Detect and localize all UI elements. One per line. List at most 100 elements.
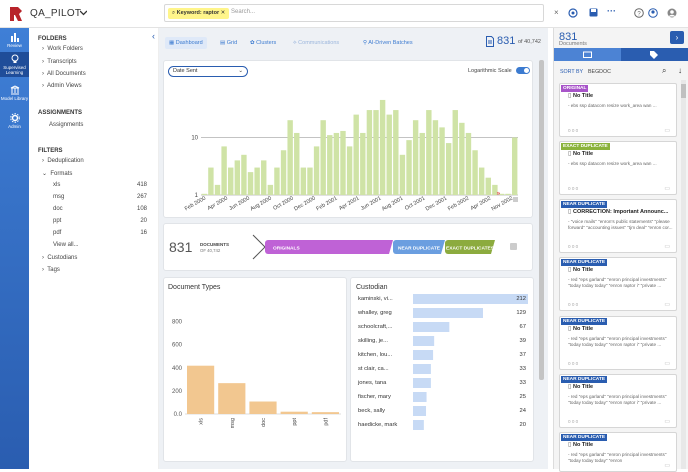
timeline-bar [360,132,366,195]
document-snippet: - red "eps garland" "enron principal inv… [568,336,667,347]
format-item[interactable]: xls [53,182,61,188]
expand-panel-button[interactable]: › [670,31,684,44]
date-field-select[interactable]: Date Sent ⌄ [168,66,248,77]
timeline-bar [261,160,267,195]
custodian-label: haedicke, mark [358,422,397,428]
document-card[interactable]: NEAR DUPLICATE ▯ No Title - red "eps gar… [559,316,677,370]
tab-ai-driven-batches[interactable]: ⚲ AI-Driven Batches [363,40,413,46]
custodian-value: 33 [520,380,526,386]
help-icon[interactable]: ? [634,8,644,18]
tab-grid[interactable]: ▤ Grid [220,40,238,46]
document-card[interactable]: NEAR DUPLICATE ▯ No Title - red "eps gar… [559,257,677,311]
rail-review[interactable]: Review [0,32,29,48]
user-icon[interactable] [648,8,658,18]
dedup-segment-label: NEAR DUPLICATE [398,245,441,251]
y-tick-label: 600 [172,343,183,349]
assignments-link[interactable]: Assignments [49,122,84,128]
comment-icon[interactable]: ▭ [664,361,670,367]
tree-item-all-documents[interactable]: › All Documents [42,71,86,77]
chevron-down-icon[interactable] [80,10,87,16]
y-tick-label: 800 [172,320,183,326]
tab-list-view[interactable] [554,48,621,61]
custodian-value: 212 [516,296,526,302]
tree-item-transcripts[interactable]: › Transcripts [42,59,77,65]
filter-tags[interactable]: › Tags [42,267,60,273]
toggle-knob [524,68,529,73]
document-title: No Title [573,151,594,157]
comment-icon[interactable]: ▭ [664,244,670,250]
dedup-badge: ORIGINAL [561,85,589,92]
tree-item-work-folders[interactable]: › Work Folders [42,46,83,52]
document-snippet: - red "eps garland" "enron principal inv… [568,394,667,405]
clear-search-icon[interactable]: × [554,8,559,17]
more-icon[interactable]: ··· [607,6,616,16]
account-icon[interactable] [667,8,677,18]
document-icon: ▯ [568,384,572,390]
comment-icon[interactable]: ▭ [664,302,670,308]
format-item[interactable]: pdf [53,230,62,236]
document-snippet: - red "eps garland" "enron principal inv… [568,277,667,288]
search-icon[interactable]: ⌕ [662,66,667,75]
dedup-bar[interactable]: ORIGINALS NEAR DUPLICATE EXACT DUPLICATES [265,240,495,254]
timeline-bar [254,167,260,195]
tab-tags[interactable] [621,48,688,61]
custodian-bar [413,364,431,374]
document-card[interactable]: ORIGINAL ▯ No Title - ebs ssp datacom re… [559,83,677,137]
custodian-chart[interactable]: kaminski, vi... 212 whalley, greg 129 school… [350,290,534,440]
filter-deduplication[interactable]: › Deduplication [42,158,84,164]
timeline-bar [320,120,326,195]
timeline-expand-icon [513,197,518,202]
document-title: No Title [573,442,594,448]
tree-item-admin-views[interactable]: › Admin Views [42,83,82,89]
expand-icon[interactable] [510,243,517,250]
target-icon[interactable] [568,8,578,18]
main-scrollbar[interactable] [539,60,544,380]
timeline-bar [346,146,353,195]
comment-icon[interactable]: ▭ [664,128,670,134]
dedup-segment [445,240,495,254]
format-item[interactable]: msg [53,194,65,200]
document-card[interactable]: EXACT DUPLICATE ▯ No Title - ebs ssp dat… [559,141,677,195]
search-input[interactable]: Search... [231,9,256,15]
tab-communications[interactable]: ⟡ Communications [293,40,340,46]
custodian-bar [413,322,450,332]
comment-icon[interactable]: ▭ [664,419,670,425]
view-all-link[interactable]: View all... [53,242,79,248]
document-card[interactable]: NEAR DUPLICATE ▯ No Title - red "eps gar… [559,374,677,428]
custodian-bar [413,294,528,304]
sort-direction-icon[interactable]: ↓ [678,66,682,75]
format-item[interactable]: doc [53,206,63,212]
rail-supervised-learning[interactable]: Supervised Learning [0,52,29,77]
comment-icon[interactable]: ▭ [664,463,670,469]
chip-close-icon[interactable]: ✕ [219,10,226,16]
tab-dashboard[interactable]: ▦ Dashboard [165,37,207,49]
rail-admin[interactable]: Admin [0,113,29,129]
document-types-chart[interactable]: 0.0 200 400 600 800 xls msg doc ppt pdf [163,300,347,460]
log-scale-toggle[interactable] [516,67,530,74]
comment-icon[interactable]: ▭ [664,186,670,192]
save-icon[interactable] [589,8,598,17]
log-scale-label: Logarithmic Scale [468,68,512,74]
format-count: 418 [136,182,147,188]
rail-model-library[interactable]: Model Library [0,85,29,101]
collapse-panel-icon[interactable]: ‹ [152,31,155,41]
keyword-chip[interactable]: ⌕ Keyword: raptor ✕ [168,8,230,19]
document-snippet: - ebs ssp datacom resize work_area wan .… [568,103,657,108]
custodian-bar [413,378,431,388]
sort-field[interactable]: BEGDOC [588,69,611,75]
timeline-bar [399,154,406,195]
format-item[interactable]: ppt [53,218,62,224]
filter-custodians[interactable]: › Custodians [42,255,78,261]
filter-formats[interactable]: ⌄ Formats [42,171,73,177]
dedup-badge: EXACT DUPLICATE [561,143,610,150]
app-title[interactable]: QA_PILOT [30,8,82,19]
tab-clusters[interactable]: ✿ Clusters [250,40,277,46]
x-tick-label: doc [261,418,267,427]
document-card[interactable]: NEAR DUPLICATE ▯ No Title - red "eps gar… [559,432,677,472]
search-bar[interactable]: ⌕ Keyword: raptor ✕ Search... [164,4,544,22]
document-card[interactable]: NEAR DUPLICATE ▯ CORRECTION: Important A… [559,199,677,253]
list-scrollbar[interactable] [681,80,686,469]
custodian-label: kaminski, vi... [358,296,393,302]
timeline-bar [274,167,280,195]
